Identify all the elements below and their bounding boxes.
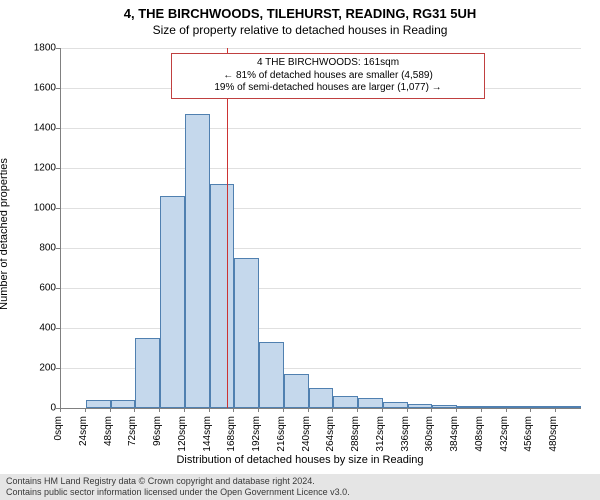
x-tick-mark	[506, 408, 507, 412]
gridline	[61, 48, 581, 49]
histogram-bar	[185, 114, 210, 408]
y-tick-mark	[56, 288, 60, 289]
x-tick-mark	[159, 408, 160, 412]
histogram-bar	[259, 342, 284, 408]
x-tick-mark	[357, 408, 358, 412]
x-tick-mark	[60, 408, 61, 412]
x-tick-mark	[308, 408, 309, 412]
histogram-bar	[284, 374, 309, 408]
footer-line1: Contains HM Land Registry data © Crown c…	[6, 476, 594, 487]
histogram-bar	[111, 400, 136, 408]
gridline	[61, 328, 581, 329]
y-tick-label: 0	[16, 403, 56, 414]
footer-line2: Contains public sector information licen…	[6, 487, 594, 498]
y-tick-label: 1400	[16, 123, 56, 134]
gridline	[61, 288, 581, 289]
x-tick-mark	[407, 408, 408, 412]
y-tick-mark	[56, 248, 60, 249]
x-tick-mark	[110, 408, 111, 412]
gridline	[61, 248, 581, 249]
x-tick-mark	[431, 408, 432, 412]
y-tick-mark	[56, 168, 60, 169]
x-tick-mark	[530, 408, 531, 412]
histogram-bar	[432, 405, 457, 408]
plot-area: 4 THE BIRCHWOODS: 161sqm← 81% of detache…	[60, 48, 581, 409]
x-tick-mark	[134, 408, 135, 412]
y-tick-label: 1600	[16, 83, 56, 94]
y-tick-mark	[56, 128, 60, 129]
y-tick-label: 600	[16, 283, 56, 294]
x-tick-mark	[382, 408, 383, 412]
footer: Contains HM Land Registry data © Crown c…	[0, 474, 600, 500]
annotation-line: ← 81% of detached houses are smaller (4,…	[178, 70, 478, 83]
histogram-bar	[556, 406, 581, 408]
reference-line	[227, 48, 228, 408]
histogram-bar	[234, 258, 259, 408]
x-tick-mark	[481, 408, 482, 412]
chart-title: 4, THE BIRCHWOODS, TILEHURST, READING, R…	[0, 0, 600, 21]
chart-subtitle: Size of property relative to detached ho…	[0, 21, 600, 37]
y-tick-mark	[56, 328, 60, 329]
y-tick-mark	[56, 48, 60, 49]
x-tick-mark	[85, 408, 86, 412]
gridline	[61, 168, 581, 169]
histogram-bar	[333, 396, 358, 408]
y-tick-label: 1800	[16, 43, 56, 54]
histogram-bar	[358, 398, 383, 408]
histogram-bar	[309, 388, 334, 408]
histogram-bar	[507, 406, 532, 408]
y-tick-mark	[56, 368, 60, 369]
gridline	[61, 128, 581, 129]
y-tick-mark	[56, 88, 60, 89]
histogram-bar	[210, 184, 235, 408]
annotation-box: 4 THE BIRCHWOODS: 161sqm← 81% of detache…	[171, 53, 485, 99]
x-tick-mark	[283, 408, 284, 412]
x-tick-mark	[184, 408, 185, 412]
y-axis-title: Number of detached properties	[0, 158, 10, 310]
y-tick-mark	[56, 208, 60, 209]
annotation-line: 4 THE BIRCHWOODS: 161sqm	[178, 57, 478, 70]
x-axis-title: Distribution of detached houses by size …	[0, 454, 600, 466]
histogram-bar	[482, 406, 507, 408]
histogram-bar	[457, 406, 482, 408]
gridline	[61, 208, 581, 209]
histogram-bar	[160, 196, 185, 408]
x-tick-mark	[555, 408, 556, 412]
histogram-bar	[531, 406, 556, 408]
y-tick-label: 800	[16, 243, 56, 254]
histogram-bar	[408, 404, 433, 408]
x-tick-mark	[233, 408, 234, 412]
x-tick-mark	[332, 408, 333, 412]
histogram-bar	[86, 400, 111, 408]
x-tick-mark	[456, 408, 457, 412]
y-tick-label: 400	[16, 323, 56, 334]
y-tick-label: 200	[16, 363, 56, 374]
histogram-bar	[383, 402, 408, 408]
y-tick-label: 1000	[16, 203, 56, 214]
x-tick-mark	[209, 408, 210, 412]
x-tick-mark	[258, 408, 259, 412]
histogram-bar	[135, 338, 160, 408]
annotation-line: 19% of semi-detached houses are larger (…	[178, 82, 478, 95]
y-tick-label: 1200	[16, 163, 56, 174]
